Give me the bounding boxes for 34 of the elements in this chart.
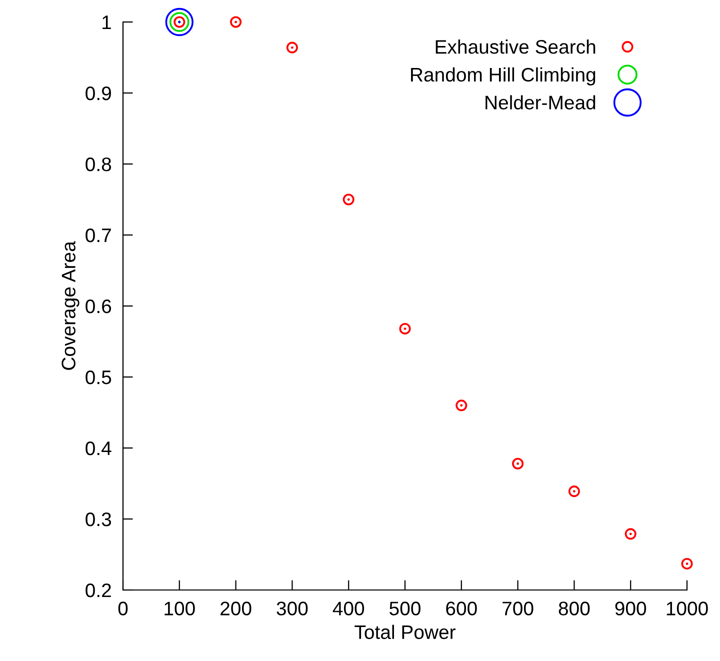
x-tick-label: 0 bbox=[118, 602, 128, 616]
point bbox=[399, 322, 411, 334]
x-tick-label: 300 bbox=[276, 602, 308, 616]
x-tick-label: 1000 bbox=[666, 602, 708, 616]
y-tick-label: 0.2 bbox=[86, 583, 111, 598]
point bbox=[286, 42, 298, 54]
x-tick-label: 600 bbox=[446, 602, 477, 616]
point bbox=[230, 16, 242, 28]
x-tick-label: 700 bbox=[502, 602, 534, 616]
x-tick-label: 200 bbox=[220, 602, 252, 616]
legend-label: Random Hill Climbing bbox=[411, 67, 596, 86]
y-tick-label: 0.8 bbox=[86, 157, 112, 172]
legend-label: Nelder-Mead bbox=[486, 95, 596, 110]
point bbox=[624, 528, 636, 540]
x-axis-title: Total Power bbox=[354, 624, 456, 640]
point bbox=[681, 558, 693, 570]
y-tick-label: 0.9 bbox=[86, 86, 111, 100]
point bbox=[456, 400, 468, 412]
point bbox=[568, 486, 580, 498]
x-tick-label: 900 bbox=[615, 602, 646, 616]
y-tick-label: 0.6 bbox=[86, 299, 112, 314]
legend-label: Exhaustive Search bbox=[436, 40, 596, 54]
x-tick-label: 400 bbox=[332, 602, 364, 616]
point bbox=[512, 458, 524, 470]
y-tick-label: 1 bbox=[102, 16, 111, 30]
y-tick-label: 0.4 bbox=[86, 441, 112, 456]
x-tick-label: 500 bbox=[390, 602, 420, 616]
point bbox=[342, 194, 354, 206]
x-tick-label: 100 bbox=[164, 602, 195, 616]
y-axis-title: Coverage Area bbox=[62, 241, 80, 370]
x-tick-label: 800 bbox=[558, 602, 590, 616]
y-tick-label: 0.5 bbox=[86, 370, 112, 384]
y-tick-label: 0.7 bbox=[86, 228, 111, 242]
y-tick-label: 0.3 bbox=[86, 512, 112, 526]
